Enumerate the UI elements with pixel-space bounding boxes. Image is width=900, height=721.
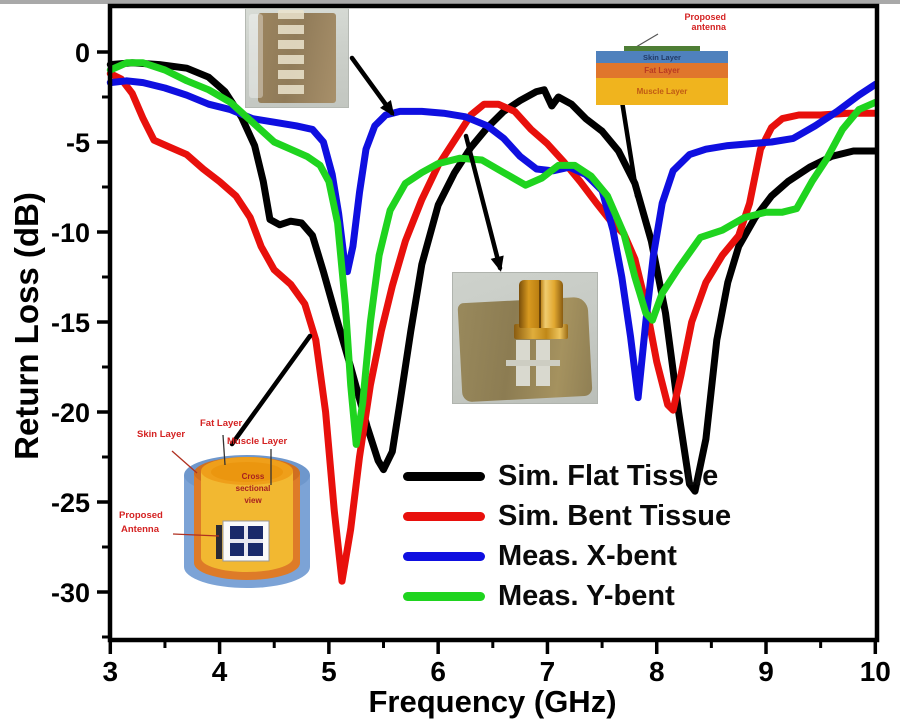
scan-edge-strip (0, 0, 900, 4)
y-tick-label: -30 (51, 578, 90, 608)
cylinder-phantom-drawing (171, 434, 310, 588)
bent-antenna-photo (452, 272, 598, 404)
stack-layers: Skin Layer Fat Layer Muscle Layer (596, 46, 728, 105)
annotation-leader-line-4 (229, 333, 313, 447)
x-tick-label: 8 (649, 656, 665, 687)
stack-label-line2: antenna (691, 22, 726, 32)
cylinder-fat-layer-label: Fat Layer (200, 418, 243, 429)
legend-swatch-red-line (403, 511, 485, 521)
legend-label: Sim. Flat Tissue (498, 459, 719, 492)
stack-antenna-strip (624, 46, 700, 51)
y-axis-title: Return Loss (dB) (8, 192, 45, 460)
legend-label: Sim. Bent Tissue (498, 499, 732, 532)
cylinder-center-text-line1: Cross (241, 472, 265, 481)
legend-item-sim-flat: Sim. Flat Tissue (403, 456, 731, 496)
x-tick-label: 10 (860, 656, 891, 687)
curve-sim-bent-tissue (106, 70, 879, 585)
annotation-leader-line-3 (618, 92, 640, 199)
y-tick-label: -25 (51, 488, 90, 518)
x-tick-label: 3 (103, 656, 119, 687)
stack-label-pointer (635, 33, 659, 48)
annotation-arrowhead-1 (380, 100, 395, 117)
legend-swatch-blue-line (403, 551, 485, 561)
y-tick-label: 0 (75, 38, 90, 68)
stack-skin-label: Skin Layer (643, 52, 681, 62)
annotation-leader-line-2 (463, 133, 503, 271)
flat-tissue-stack-diagram: Proposed antenna Skin Layer Fat Layer Mu… (590, 10, 732, 106)
legend-item-meas-x: Meas. X-bent (403, 536, 731, 576)
legend-label: Meas. Y-bent (498, 579, 675, 612)
x-axis-title: Frequency (GHz) (368, 684, 617, 719)
flexible-antenna-photo (245, 8, 349, 108)
stack-fat-layer: Fat Layer (596, 63, 728, 78)
stack-proposed-antenna-label: Proposed antenna (646, 12, 726, 32)
y-tick-label: -20 (51, 398, 90, 428)
cylinder-muscle-layer-label: Muscle Layer (227, 436, 288, 447)
antenna-meander-trace-image (278, 10, 304, 96)
x-tick-label: 4 (212, 656, 228, 687)
legend: Sim. Flat Tissue Sim. Bent Tissue Meas. … (403, 456, 731, 616)
cylinder-proposed-label-line2: Antenna (121, 524, 159, 535)
cylinder-phantom-diagram: Skin Layer Fat Layer Muscle Layer Propos… (115, 415, 335, 615)
stack-muscle-label: Muscle Layer (636, 87, 688, 96)
cylinder-proposed-label-line1: Proposed (119, 510, 163, 521)
y-tick-label: -10 (51, 218, 90, 248)
stack-label-line1: Proposed (684, 12, 726, 22)
x-tick-label: 5 (321, 656, 337, 687)
patch-pattern-image (506, 338, 560, 390)
legend-label: Meas. X-bent (498, 539, 677, 572)
legend-swatch-black-line (403, 471, 485, 481)
sma-connector-icon (519, 280, 563, 328)
annotation-arrowhead-2 (490, 255, 504, 272)
cylinder-skin-layer-label: Skin Layer (137, 429, 186, 440)
stack-skin-layer: Skin Layer (596, 51, 728, 63)
cylinder-center-text-line3: view (244, 496, 262, 505)
y-tick-label: -5 (66, 128, 90, 158)
legend-swatch-green-line (403, 591, 485, 601)
x-tick-label: 9 (758, 656, 774, 687)
stack-muscle-layer: Muscle Layer (596, 78, 728, 105)
photo-glare (249, 14, 263, 98)
annotation-leader-line-1 (349, 55, 395, 116)
legend-item-sim-bent: Sim. Bent Tissue (403, 496, 731, 536)
cylinder-center-text-line2: sectional (235, 484, 271, 493)
x-tick-label: 7 (540, 656, 556, 687)
curve-meas-x-bent (106, 77, 879, 402)
stack-fat-label: Fat Layer (644, 66, 680, 75)
x-tick-label: 6 (430, 656, 446, 687)
y-tick-label: -15 (51, 308, 90, 338)
legend-item-meas-y: Meas. Y-bent (403, 576, 731, 616)
